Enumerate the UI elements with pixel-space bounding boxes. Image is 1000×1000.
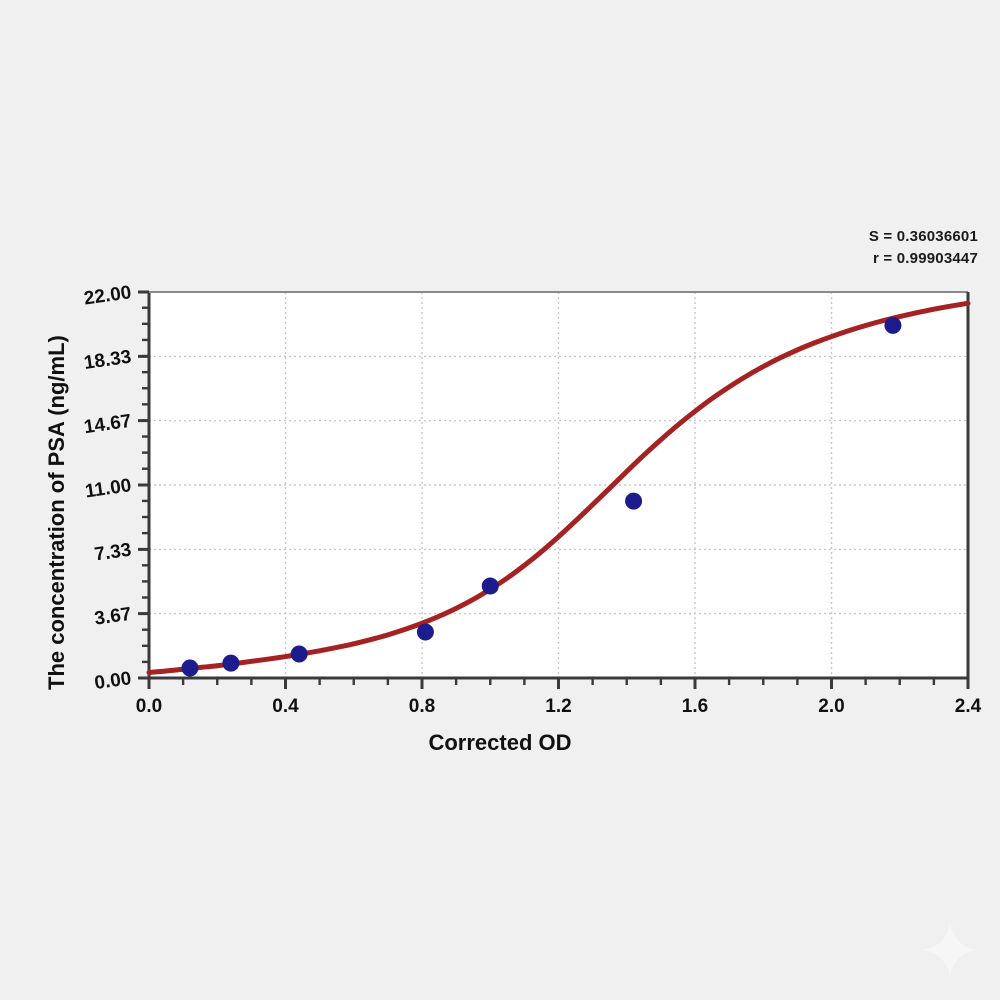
data-point-marker <box>181 659 199 677</box>
x-tick-label: 0.8 <box>409 696 435 717</box>
x-tick-label: 0.4 <box>272 696 299 717</box>
data-point-marker <box>416 623 434 641</box>
fitted-curve <box>146 300 971 675</box>
x-tick-label: 2.4 <box>955 696 982 717</box>
s-value-label: S = 0.36036601 <box>868 228 978 245</box>
y-tick-label: 3.67 <box>93 604 133 630</box>
x-axis-tick-labels: 0.0 0.4 0.8 1.2 1.6 2.0 2.4 <box>136 696 982 717</box>
data-point-marker <box>884 316 902 334</box>
statistics-annotation: S = 0.36036601 r = 0.99903447 <box>869 226 978 270</box>
x-axis-title: Corrected OD <box>428 730 572 755</box>
x-tick-label: 1.6 <box>682 696 708 717</box>
y-tick-label: 0.00 <box>93 668 133 694</box>
data-point-markers <box>181 316 902 677</box>
data-point-marker <box>290 645 308 663</box>
r-value-label: r = 0.99903447 <box>873 249 978 267</box>
x-tick-label: 1.2 <box>545 696 571 717</box>
y-axis-title: The concentration of PSA (ng/mL) <box>44 335 69 690</box>
x-tick-label: 2.0 <box>818 696 844 717</box>
y-axis-major-ticks <box>138 290 149 680</box>
x-axis-major-ticks <box>147 678 970 689</box>
x-tick-label: 0.0 <box>136 696 162 717</box>
data-point-marker <box>625 492 643 510</box>
y-tick-label: 7.33 <box>93 540 133 566</box>
data-point-marker <box>481 577 499 595</box>
data-point-marker <box>222 654 240 672</box>
